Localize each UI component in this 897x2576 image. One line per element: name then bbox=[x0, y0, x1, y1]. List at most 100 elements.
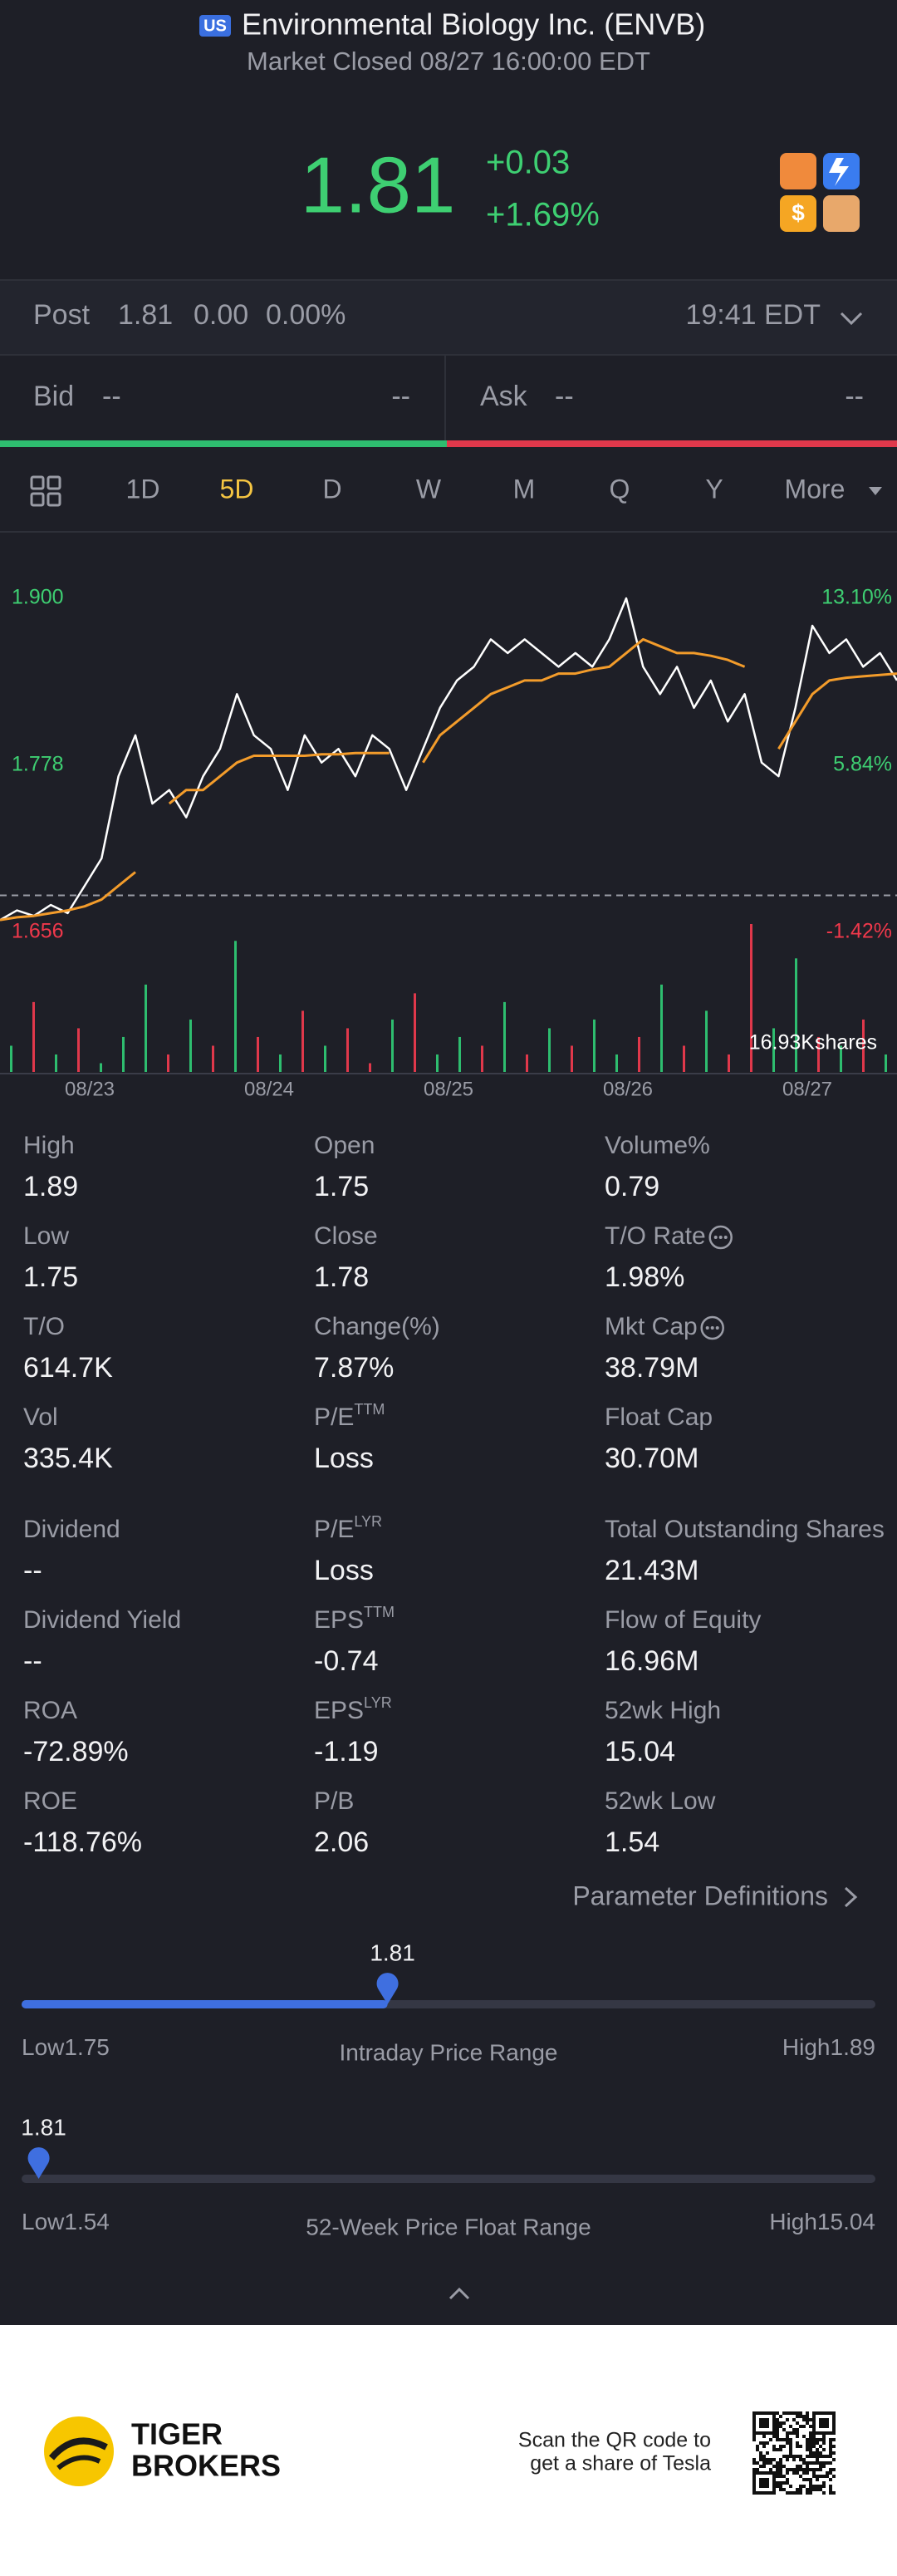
qr-cell bbox=[829, 2468, 832, 2471]
volume-bar bbox=[593, 1019, 596, 1072]
stat-value: -118.76% bbox=[23, 1826, 142, 1858]
qr-cell bbox=[752, 2491, 756, 2495]
range-fill bbox=[22, 2000, 388, 2008]
qr-cell bbox=[779, 2485, 782, 2488]
ask-size: -- bbox=[845, 381, 864, 412]
stat-label-text: P/E bbox=[314, 1516, 354, 1543]
qr-cell bbox=[759, 2481, 762, 2485]
qr-cell bbox=[782, 2481, 786, 2485]
range-low-label: Low bbox=[22, 2209, 65, 2234]
post-row-bg[interactable] bbox=[0, 280, 897, 355]
tab[interactable]: More bbox=[785, 474, 846, 504]
info-dot bbox=[713, 1236, 718, 1239]
y-tick-label: 1.900 bbox=[12, 586, 64, 609]
stat-label: T/O bbox=[23, 1313, 65, 1340]
more-caret[interactable] bbox=[869, 487, 882, 495]
stat-label-sup: TTM bbox=[354, 1401, 385, 1418]
stat-value: 30.70M bbox=[605, 1443, 698, 1474]
stat-value: -72.89% bbox=[23, 1736, 129, 1767]
stat-value: 21.43M bbox=[605, 1555, 698, 1586]
qr-cell bbox=[779, 2468, 782, 2471]
qr-cell bbox=[822, 2425, 826, 2428]
qr-cell bbox=[766, 2478, 769, 2481]
qr-cell bbox=[782, 2445, 786, 2448]
qr-cell bbox=[832, 2411, 836, 2415]
icon[interactable] bbox=[823, 195, 860, 232]
qr-cell bbox=[752, 2438, 756, 2441]
qr-cell bbox=[786, 2468, 789, 2471]
stat-value: -0.74 bbox=[314, 1645, 379, 1677]
stat-label: 52wk High bbox=[605, 1697, 721, 1724]
tab[interactable]: 5D bbox=[220, 474, 254, 504]
parameter-link[interactable]: Parameter Definitions bbox=[572, 1880, 828, 1910]
qr-cell bbox=[799, 2445, 802, 2448]
qr-cell bbox=[756, 2471, 759, 2475]
qr-cell bbox=[809, 2488, 812, 2491]
icon[interactable] bbox=[780, 153, 816, 189]
qr-cell bbox=[812, 2411, 816, 2415]
tab[interactable]: M bbox=[513, 474, 536, 504]
volume-max-label: 16.93Kshares bbox=[749, 1031, 877, 1054]
qr-cell bbox=[832, 2475, 836, 2478]
qr-cell bbox=[752, 2485, 756, 2488]
collapse[interactable] bbox=[448, 2287, 470, 2300]
qr-cell bbox=[772, 2411, 776, 2415]
qr-cell bbox=[756, 2445, 759, 2448]
qr-cell bbox=[759, 2485, 762, 2488]
qr-cell bbox=[816, 2468, 819, 2471]
qr-cell bbox=[759, 2421, 762, 2425]
tab[interactable]: Q bbox=[610, 474, 630, 504]
qr-cell bbox=[806, 2465, 809, 2468]
qr-cell bbox=[832, 2415, 836, 2418]
qr-cell bbox=[826, 2421, 829, 2425]
chevron[interactable] bbox=[840, 312, 863, 326]
badge: US bbox=[203, 17, 227, 35]
tab[interactable]: D bbox=[322, 474, 341, 504]
qr-cell bbox=[806, 2421, 809, 2425]
info-icon[interactable] bbox=[708, 1225, 733, 1250]
qr-cell bbox=[809, 2481, 812, 2485]
qr-cell bbox=[756, 2461, 759, 2465]
qr-cell bbox=[789, 2441, 792, 2445]
tab[interactable]: Y bbox=[705, 474, 723, 504]
grid-icon[interactable] bbox=[30, 475, 61, 507]
stat-label-text: ROE bbox=[23, 1787, 77, 1815]
stat-value: 1.54 bbox=[605, 1826, 659, 1858]
tab[interactable]: 1D bbox=[126, 474, 160, 504]
volume-bar bbox=[728, 1054, 730, 1072]
info-icon[interactable] bbox=[700, 1315, 724, 1340]
volume-bar bbox=[772, 1028, 775, 1072]
qr-cell bbox=[796, 2445, 799, 2448]
qr-cell bbox=[772, 2478, 776, 2481]
tab[interactable]: W bbox=[416, 474, 442, 504]
qr-cell bbox=[799, 2415, 802, 2418]
qr-cell bbox=[769, 2468, 772, 2471]
qr-cell bbox=[806, 2461, 809, 2465]
qr-cell bbox=[792, 2458, 796, 2461]
volume-bar bbox=[615, 1054, 618, 1072]
qr-cell bbox=[752, 2468, 756, 2471]
icon-glyph: $ bbox=[792, 199, 805, 225]
qr-cell bbox=[779, 2461, 782, 2465]
qr-cell bbox=[789, 2445, 792, 2448]
qr-cell bbox=[832, 2451, 836, 2455]
volume-bar bbox=[122, 1036, 125, 1072]
qr-cell bbox=[812, 2461, 816, 2465]
qr-cell bbox=[766, 2425, 769, 2428]
stat-label-sup: TTM bbox=[364, 1604, 395, 1620]
qr-cell bbox=[762, 2478, 766, 2481]
stat-label-text: Total Outstanding Shares bbox=[605, 1516, 885, 1543]
qr-cell bbox=[816, 2431, 819, 2435]
qr-cell bbox=[792, 2431, 796, 2435]
qr-cell bbox=[829, 2445, 832, 2448]
volume-bar bbox=[638, 1036, 640, 1072]
qr-cell bbox=[806, 2438, 809, 2441]
qr-cell bbox=[772, 2471, 776, 2475]
icon[interactable] bbox=[780, 195, 816, 232]
qr-cell bbox=[776, 2485, 779, 2488]
qr-cell bbox=[826, 2425, 829, 2428]
stat-label-text: T/O Rate bbox=[605, 1222, 706, 1250]
chevron[interactable] bbox=[844, 1886, 858, 1908]
stat-label-text: Volume% bbox=[605, 1132, 710, 1159]
qr-cell bbox=[772, 2415, 776, 2418]
